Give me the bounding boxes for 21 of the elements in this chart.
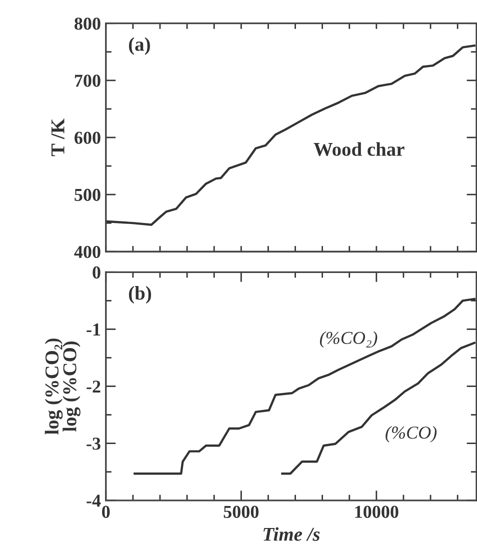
y-tick-label: -3: [86, 438, 100, 450]
y-tick-label: 0: [92, 266, 100, 279]
y-axis-title: T /K: [51, 118, 64, 156]
x-axis-title: Time /s: [264, 527, 320, 541]
y-tick-label: -2: [86, 380, 100, 393]
series-label: (%CO₂): [320, 331, 378, 348]
annotation: Wood char: [314, 142, 404, 156]
y-tick-label: 600: [74, 132, 100, 144]
y-tick-label: 400: [74, 246, 100, 258]
x-tick-label: 10000: [355, 506, 398, 518]
annotation: (a): [128, 37, 150, 55]
x-tick-label: 5000: [224, 506, 259, 518]
legend-label: (%CO): [386, 426, 437, 442]
y-axis-title: log (%CO₂) log (%CO): [44, 338, 80, 434]
y-tick-label: -1: [86, 324, 100, 336]
x-tick-label: 0: [102, 506, 110, 518]
y-tick-label: 500: [74, 188, 100, 201]
y-tick-label: 700: [74, 74, 100, 87]
y-tick-label: 800: [74, 18, 100, 30]
annotation: (b): [128, 286, 152, 304]
y-tick-label: -4: [86, 494, 101, 507]
